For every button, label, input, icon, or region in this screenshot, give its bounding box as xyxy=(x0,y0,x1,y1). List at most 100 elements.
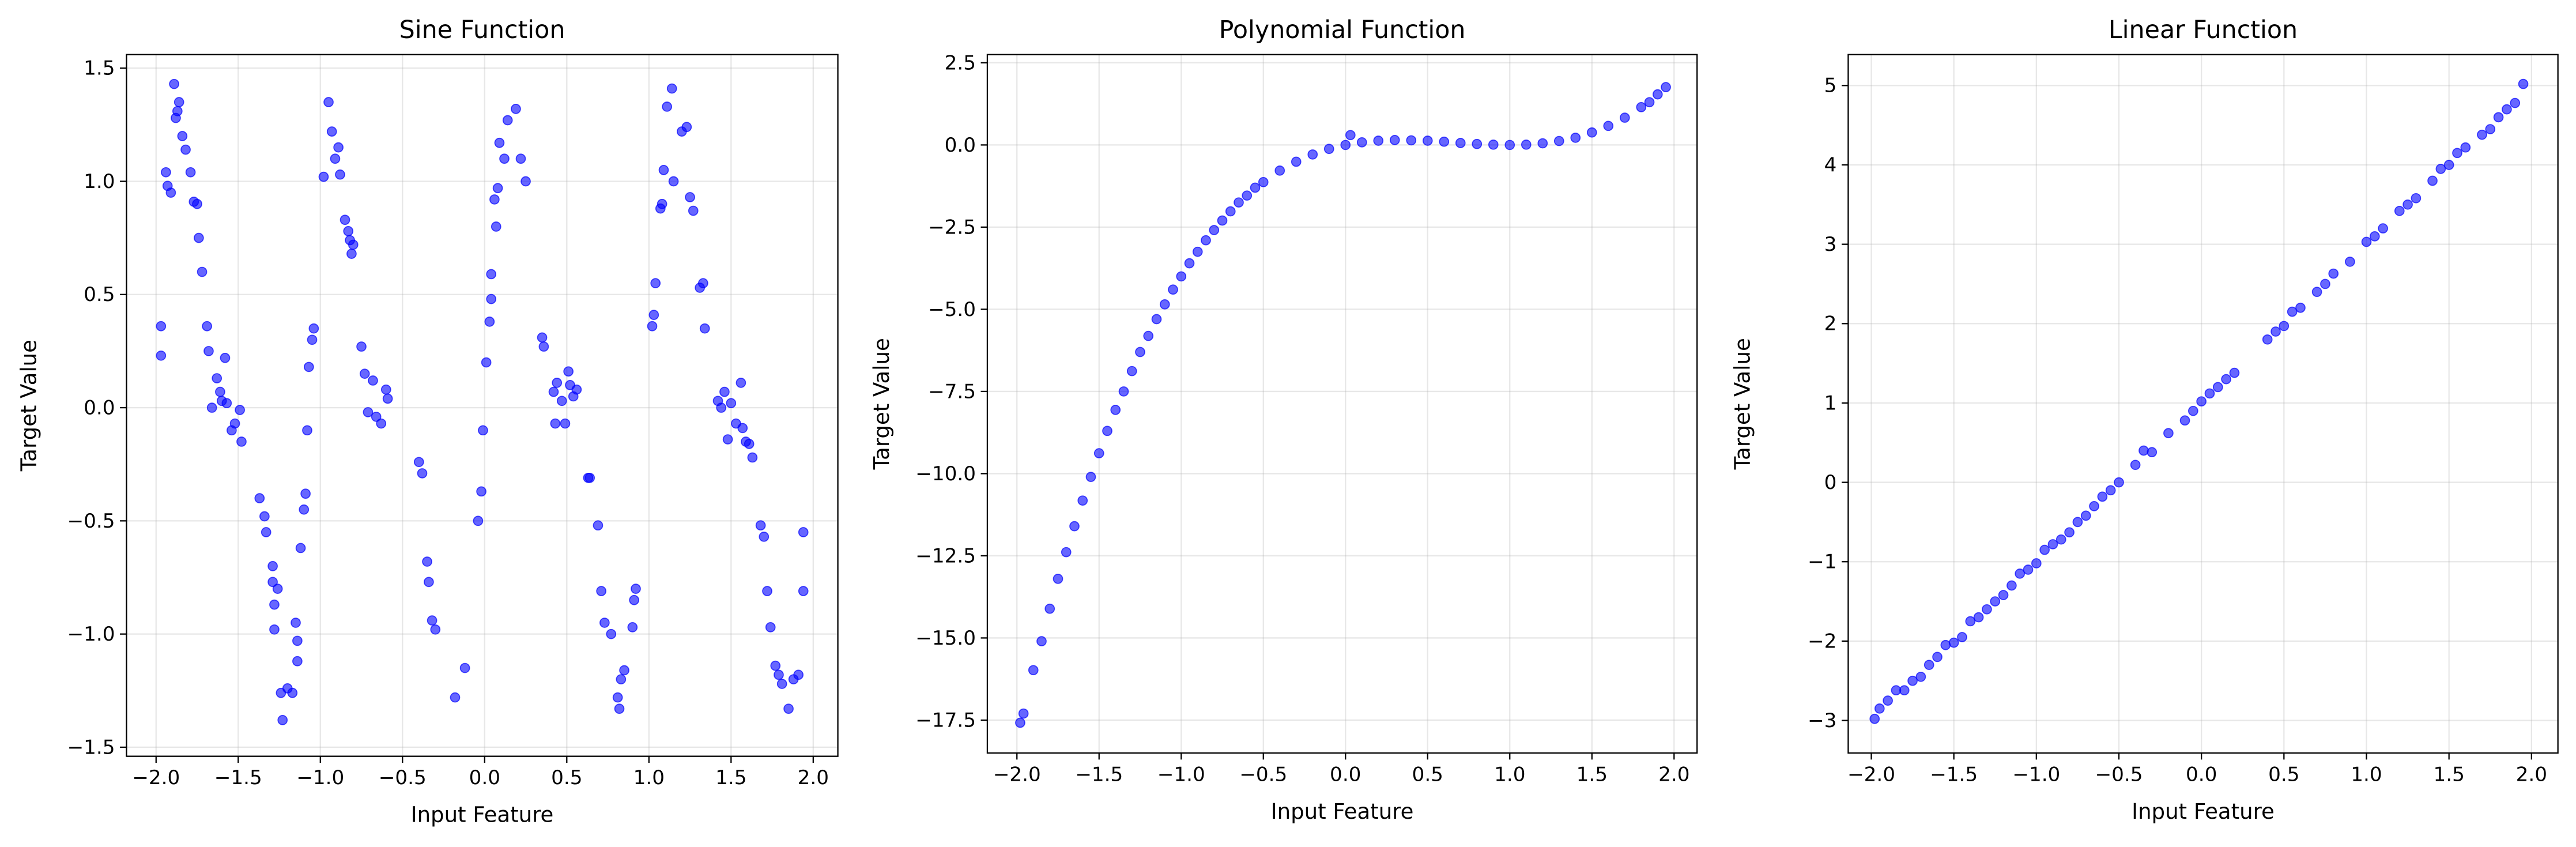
point xyxy=(2130,460,2141,470)
point xyxy=(2080,510,2091,521)
y-tick-label: −2 xyxy=(1808,630,1836,653)
x-tick-label: −0.5 xyxy=(2095,763,2143,786)
point xyxy=(726,398,737,409)
point xyxy=(1874,703,1885,714)
point xyxy=(1644,97,1655,108)
point xyxy=(616,674,627,685)
x-tick-label: −1.5 xyxy=(214,766,262,789)
point xyxy=(346,249,357,259)
point xyxy=(1028,665,1039,676)
point xyxy=(1323,144,1334,155)
x-tick-label: −2.0 xyxy=(993,763,1041,786)
point xyxy=(1915,671,1926,682)
axes-frame xyxy=(986,54,1698,754)
point xyxy=(169,78,179,89)
y-axis-label: Target Value xyxy=(1730,338,1755,470)
y-axis-label: Target Value xyxy=(869,338,894,470)
point xyxy=(172,106,183,116)
point xyxy=(2072,517,2083,528)
point xyxy=(2452,148,2462,159)
point xyxy=(1291,156,1302,167)
point xyxy=(180,144,191,155)
point xyxy=(1102,426,1112,436)
y-tick-label: −1 xyxy=(1808,551,1836,574)
point xyxy=(1356,137,1367,148)
point xyxy=(221,398,232,409)
point xyxy=(657,198,667,209)
point xyxy=(537,332,548,343)
x-tick-label: 1.5 xyxy=(1576,763,1608,786)
point xyxy=(236,436,247,447)
point xyxy=(1406,135,1417,146)
point xyxy=(2311,287,2322,298)
point xyxy=(499,153,510,164)
point xyxy=(489,194,500,205)
point xyxy=(2518,78,2529,89)
point xyxy=(776,679,787,689)
point xyxy=(2114,477,2124,488)
point xyxy=(197,266,208,277)
point xyxy=(2139,445,2149,456)
y-tick-label: −1.0 xyxy=(67,623,115,646)
y-tick-label: −3 xyxy=(1808,709,1836,732)
point xyxy=(1488,139,1499,150)
x-tick-label: 0.5 xyxy=(551,766,582,789)
y-tick-label: 0 xyxy=(1824,471,1837,494)
point xyxy=(1242,190,1253,201)
point xyxy=(192,198,202,209)
point xyxy=(2105,485,2116,496)
point xyxy=(2212,382,2223,393)
point xyxy=(1250,182,1261,193)
point xyxy=(343,226,354,236)
point xyxy=(627,622,638,633)
y-tick-label: 3 xyxy=(1824,233,1837,256)
point xyxy=(424,577,434,588)
point xyxy=(473,515,484,526)
axes-frame xyxy=(1847,54,2559,754)
point xyxy=(269,599,280,610)
point xyxy=(295,543,306,554)
point xyxy=(2510,97,2521,108)
x-tick-label: 1.0 xyxy=(633,766,665,789)
point xyxy=(798,527,809,537)
point xyxy=(563,366,574,377)
point xyxy=(1217,215,1228,226)
point xyxy=(220,352,231,363)
point xyxy=(2196,396,2207,407)
y-tick-label: −0.5 xyxy=(67,510,115,533)
point xyxy=(1176,271,1187,282)
point xyxy=(2320,278,2330,289)
point xyxy=(755,520,766,531)
point xyxy=(254,493,265,503)
y-tick-label: −7.5 xyxy=(928,380,976,403)
point xyxy=(2270,326,2281,337)
point xyxy=(259,511,270,522)
point xyxy=(2221,374,2231,385)
point xyxy=(2147,447,2158,458)
point xyxy=(798,586,809,596)
point xyxy=(599,618,610,628)
point xyxy=(212,373,222,383)
point xyxy=(793,669,804,680)
x-tick-label: 2.0 xyxy=(798,766,829,789)
point xyxy=(1619,112,1630,123)
point xyxy=(619,665,629,676)
chart-title: Linear Function xyxy=(2109,16,2298,44)
point xyxy=(2262,334,2273,345)
x-tick-label: 0.0 xyxy=(469,766,500,789)
point xyxy=(303,362,314,372)
point xyxy=(2089,501,2099,511)
point xyxy=(422,556,432,567)
point xyxy=(1192,246,1203,257)
point xyxy=(323,97,334,107)
x-tick-label: 0.0 xyxy=(2186,763,2217,786)
point xyxy=(1957,632,1967,642)
point xyxy=(300,488,311,499)
point xyxy=(261,527,271,537)
x-tick-label: 1.0 xyxy=(2351,763,2382,786)
y-tick-label: 1.0 xyxy=(84,170,115,193)
point xyxy=(291,618,301,628)
point xyxy=(359,368,370,379)
point xyxy=(185,167,196,178)
chart-title: Sine Function xyxy=(399,16,565,44)
